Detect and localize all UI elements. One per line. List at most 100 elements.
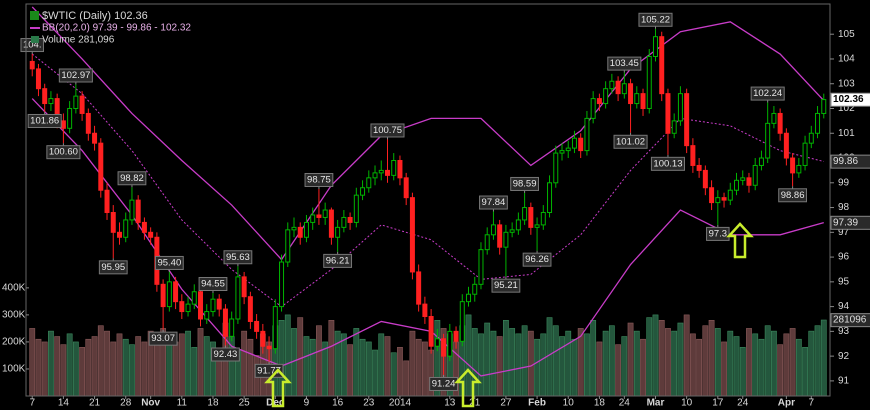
volume-bar bbox=[347, 344, 353, 397]
y-tick-label: 101 bbox=[838, 128, 855, 139]
candle-body bbox=[777, 112, 783, 134]
candle-body bbox=[702, 169, 708, 189]
candle-body bbox=[123, 219, 129, 238]
candle-body bbox=[609, 80, 615, 90]
volume-bar bbox=[372, 349, 378, 397]
volume-bar bbox=[191, 347, 198, 397]
candle-body bbox=[135, 199, 141, 223]
volume-bar bbox=[777, 344, 784, 397]
y-tick-label: 95 bbox=[838, 276, 850, 287]
candle-body bbox=[634, 93, 640, 105]
candle-body bbox=[646, 55, 652, 110]
volume-bar bbox=[677, 322, 684, 397]
candle-body bbox=[73, 95, 79, 110]
bb-middle bbox=[31, 53, 824, 308]
annotation-label: 98.82 bbox=[120, 173, 144, 184]
candle-body bbox=[584, 117, 590, 152]
candle-body bbox=[279, 261, 285, 308]
volume-bar bbox=[66, 333, 73, 397]
y2-tick-label: 300K bbox=[2, 310, 26, 321]
volume-bar bbox=[571, 338, 578, 397]
candle-body bbox=[378, 169, 384, 174]
volume-bar bbox=[552, 325, 559, 397]
price-layer bbox=[29, 28, 827, 375]
candle-body bbox=[603, 88, 609, 105]
volume-legend: Volume 281,096 bbox=[42, 35, 115, 46]
candle-body bbox=[160, 283, 166, 308]
annotation-label: 103.45 bbox=[610, 58, 639, 69]
annotation-label: 98.75 bbox=[307, 174, 331, 185]
candle-body bbox=[515, 219, 521, 231]
candle-body bbox=[447, 330, 453, 357]
candle-body bbox=[596, 98, 602, 105]
arrow bbox=[454, 368, 482, 408]
candle-body bbox=[472, 283, 478, 295]
candle-body bbox=[291, 226, 297, 231]
x-tick-label: 10 bbox=[563, 398, 575, 409]
volume-bar bbox=[60, 344, 67, 397]
last-value-box bbox=[830, 215, 870, 230]
arrow bbox=[726, 222, 754, 259]
volume-bar bbox=[808, 330, 815, 397]
volume-bar bbox=[708, 320, 715, 397]
candle-body bbox=[272, 306, 278, 350]
annotation-label: 95.95 bbox=[101, 262, 125, 273]
candle-body bbox=[528, 207, 534, 228]
y-tick-label: 104 bbox=[838, 54, 855, 65]
x-tick-label: 9 bbox=[304, 398, 310, 409]
annotation-box bbox=[154, 255, 184, 270]
candle-body bbox=[266, 345, 272, 350]
y-tick-label: 99 bbox=[838, 177, 850, 188]
candle-body bbox=[665, 93, 671, 134]
candle-body bbox=[341, 216, 347, 228]
y-tick-label: 103 bbox=[838, 78, 855, 89]
annotation-label: 101.86 bbox=[30, 115, 59, 126]
candle-body bbox=[746, 177, 752, 186]
candle-body bbox=[85, 112, 91, 134]
volume-bar bbox=[739, 347, 746, 397]
x-tick-label: 14 bbox=[58, 398, 70, 409]
candle-body bbox=[372, 172, 378, 179]
volume-bar bbox=[527, 330, 534, 397]
candle-body bbox=[403, 177, 409, 199]
candle-body bbox=[428, 316, 434, 347]
annotation-box bbox=[613, 134, 648, 149]
candle-body bbox=[216, 298, 222, 310]
candle-body bbox=[652, 36, 658, 57]
candle-body bbox=[478, 249, 484, 285]
volume-bar bbox=[665, 328, 671, 397]
volume-bar bbox=[185, 330, 191, 397]
annotation-label: 102.97 bbox=[61, 70, 90, 81]
candle-body bbox=[684, 93, 690, 147]
candle-body bbox=[116, 231, 122, 238]
candle-body bbox=[285, 229, 291, 263]
annotation-label: 105.22 bbox=[641, 14, 670, 25]
candle-body bbox=[204, 311, 210, 320]
candle-body bbox=[490, 224, 496, 236]
candle-body bbox=[360, 187, 366, 196]
arrow bbox=[264, 368, 292, 408]
annotation-box bbox=[148, 331, 178, 346]
x-tick-label: 21 bbox=[469, 398, 481, 409]
volume-bar bbox=[166, 338, 173, 397]
y-tick-label: 97 bbox=[838, 227, 850, 238]
volume-bar bbox=[746, 328, 752, 397]
annotation-box bbox=[491, 278, 521, 293]
last-value-box bbox=[830, 92, 870, 107]
candle-body bbox=[409, 197, 415, 273]
last-value-label: 281096 bbox=[833, 315, 867, 326]
symbol-icon bbox=[30, 11, 39, 20]
x-tick-label: 18 bbox=[594, 398, 606, 409]
annotation-label: 91.77 bbox=[257, 365, 281, 376]
candle-body bbox=[210, 298, 216, 313]
candle-body bbox=[821, 99, 827, 114]
annotation-label: 96.21 bbox=[326, 255, 350, 266]
y-tick-label: 102 bbox=[838, 103, 855, 114]
volume-bar bbox=[135, 336, 142, 397]
x-tick-label: 21 bbox=[89, 398, 101, 409]
volume-bar bbox=[721, 341, 727, 397]
volume-bar bbox=[758, 338, 765, 397]
volume-bar bbox=[29, 328, 36, 397]
x-tick-label: 11 bbox=[177, 398, 188, 409]
annotation-layer: 104. 101.86 102.97 100.60 95.95 98.82 93.07 95.… bbox=[20, 12, 807, 391]
